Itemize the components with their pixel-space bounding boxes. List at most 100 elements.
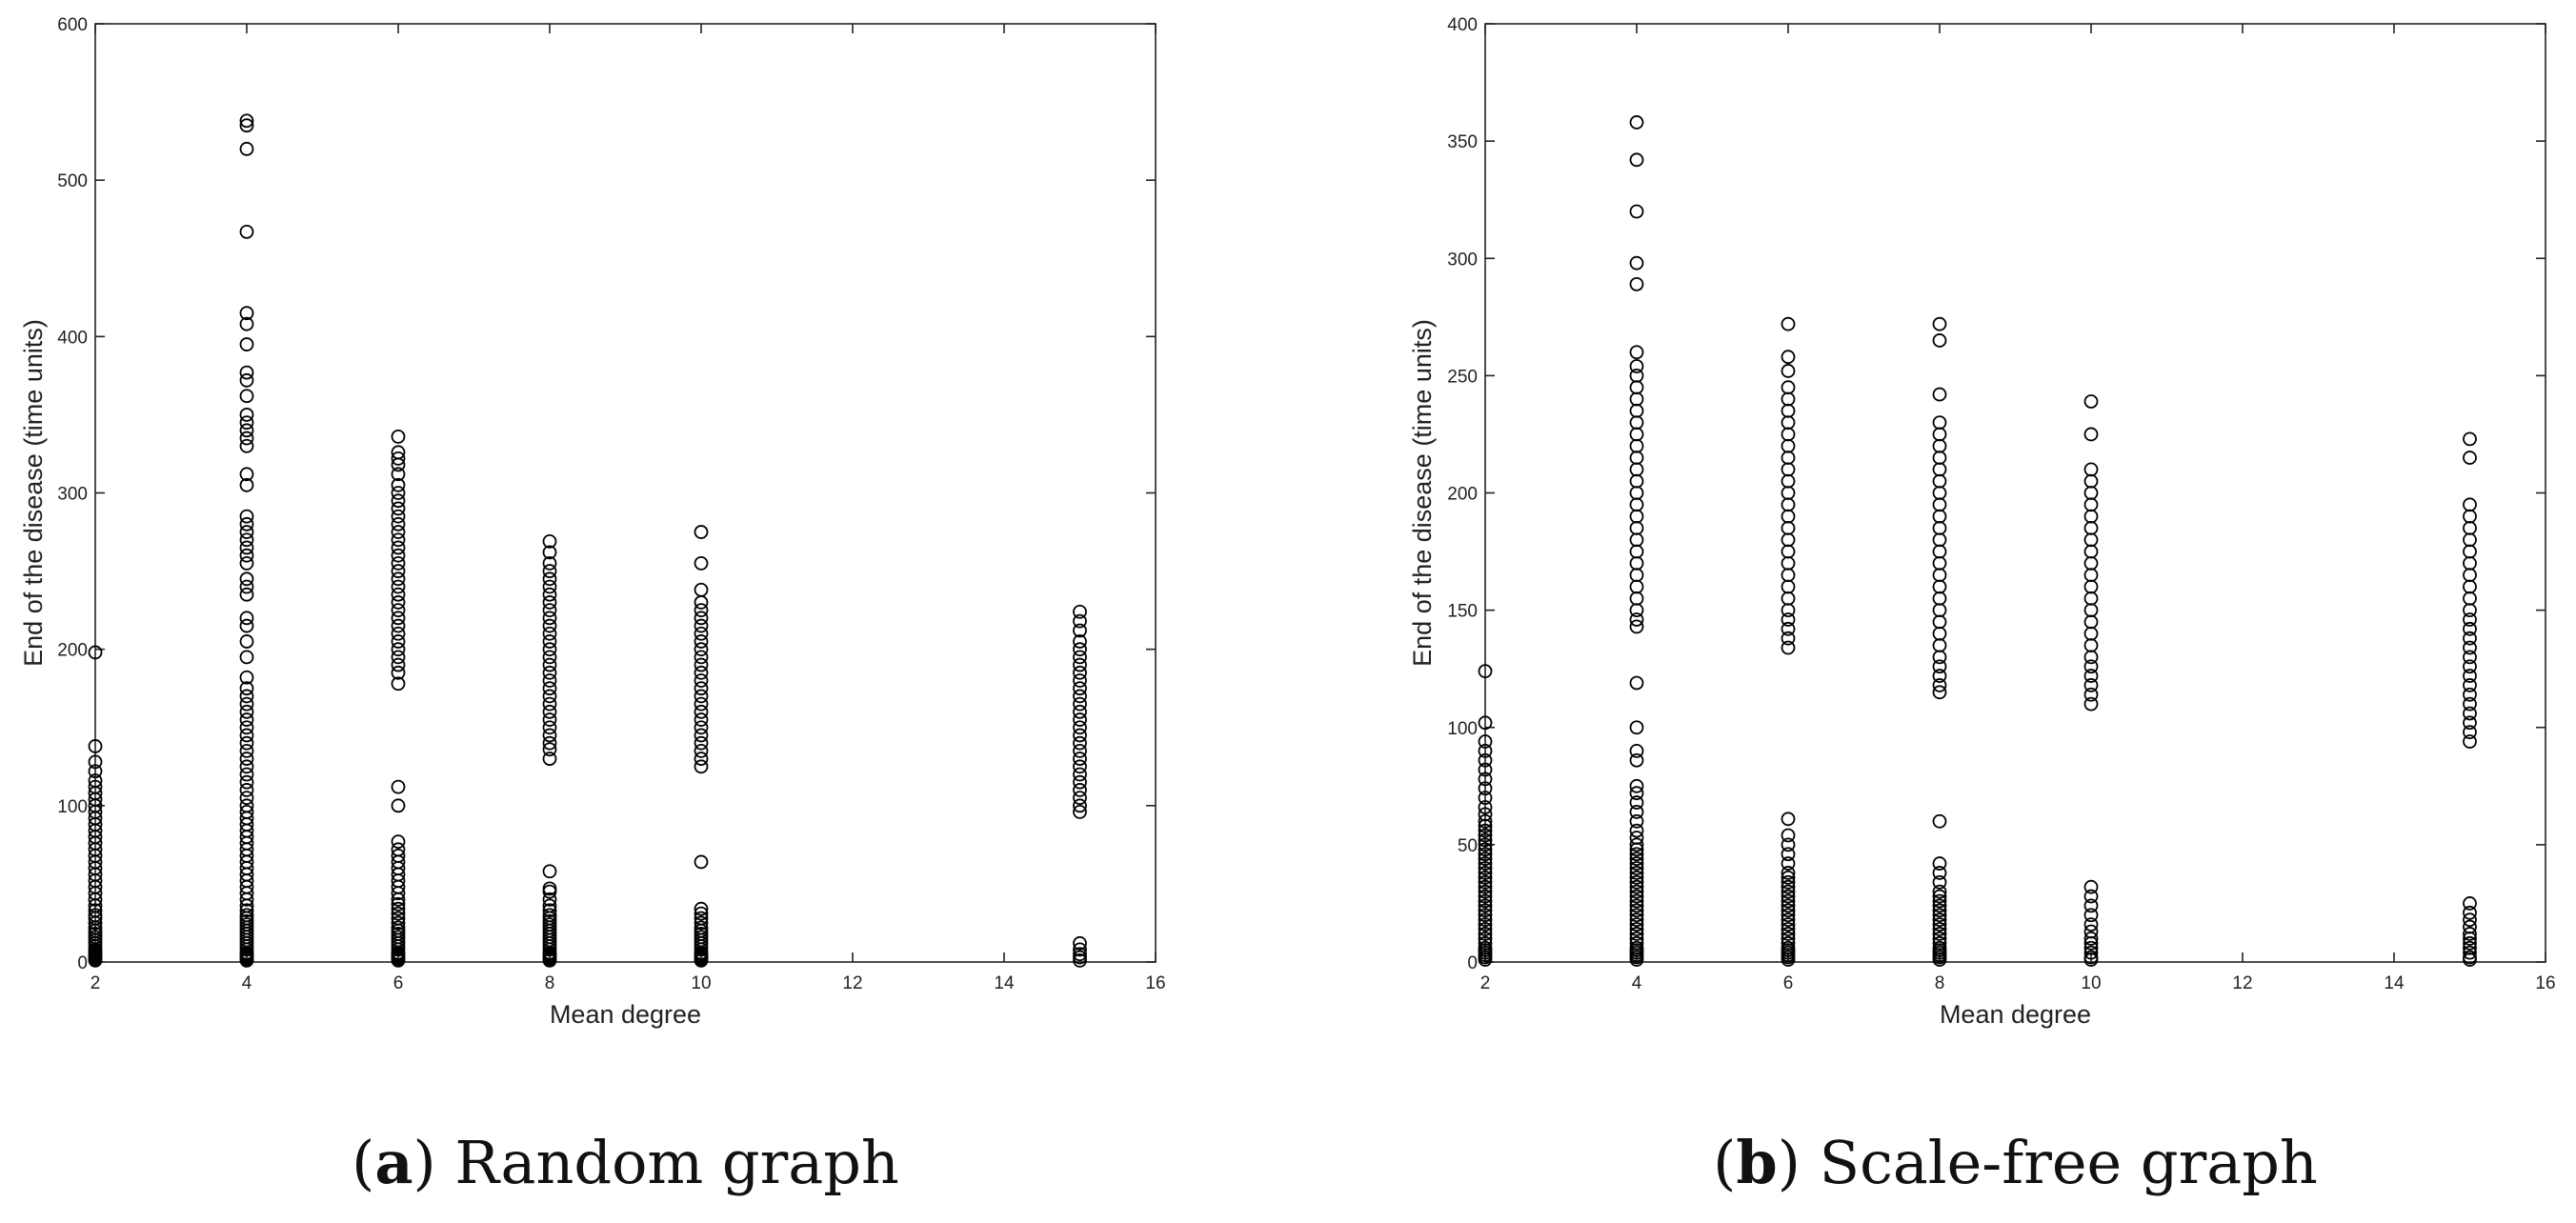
scatter-point [1629,255,1644,271]
scatter-point [88,739,103,753]
y-tick-label: 50 [1458,836,1478,856]
scatter-point [2463,497,2477,512]
scatter-point [391,493,406,509]
scatter-point [694,642,709,657]
scatter-point [542,864,557,879]
scatter-point [1629,908,1644,923]
scatter-point [1478,664,1493,679]
scatter-point [1478,807,1493,822]
scatter-point [2083,591,2099,606]
scatter-point [1073,805,1087,819]
scatter-point [1781,603,1796,618]
scatter-point [1478,940,1493,955]
scatter-point [2083,696,2099,712]
scatter-point [2463,905,2477,920]
scatter-point [391,571,406,587]
scatter-point [391,516,406,531]
scatter-point [1629,438,1644,453]
scatter-point [391,525,406,539]
scatter-point [542,704,557,719]
scatter-point [391,906,406,921]
scatter-point [1629,415,1644,431]
scatter-point [1932,669,1947,683]
y-tick-label: 400 [1447,15,1478,35]
scatter-point [542,681,557,696]
scatter-point [694,720,709,735]
scatter-point [1629,427,1644,442]
scatter-points-a [88,113,1087,968]
scatter-point [1932,917,1947,932]
scatter-point [2463,950,2477,965]
scatter-point [239,532,254,548]
scatter-point [239,681,254,696]
scatter-point [542,673,557,688]
scatter-point [1932,427,1947,442]
scatter-point [2083,394,2099,409]
scatter-point [1781,555,1796,571]
scatter-point [1932,415,1947,431]
x-axis-label-b: Mean degree [1940,1000,2091,1029]
scatter-point [542,735,557,751]
scatter-point [542,642,557,657]
scatter-point [1781,497,1796,512]
scatter-point [1629,451,1644,465]
scatter-point [542,579,557,594]
scatter-point [542,689,557,704]
scatter-point [1073,767,1087,782]
scatter-point [1478,856,1493,871]
scatter-point [1781,415,1796,431]
y-tick-label: 300 [57,485,88,505]
scatter-point [1478,842,1493,857]
scatter-point [1781,521,1796,535]
scatter-point [1478,893,1493,909]
scatter-point [2463,659,2477,674]
y-tick-label: 100 [1447,719,1478,739]
scatter-point [239,540,254,555]
scatter-point [1932,638,1947,652]
scatter-point [1932,912,1947,928]
scatter-point [239,759,254,774]
scatter-point [1478,743,1493,758]
scatter-point [239,224,254,239]
scatter-point [239,438,254,453]
x-tick-labels-b: 2 4 6 8 10 12 14 16 [1480,973,2556,993]
scatter-point [694,911,709,926]
scatter-point [239,728,254,743]
scatter-point [1629,912,1644,928]
scatter-point [1073,743,1087,758]
scatter-point [1478,772,1493,787]
scatter-point [1781,884,1796,899]
scatter-point [1781,640,1796,655]
scatter-point [1629,532,1644,548]
scatter-point [239,118,254,133]
scatter-point [2083,579,2099,594]
scatter-point [1932,626,1947,641]
scatter-point [542,892,557,907]
scatter-point [542,587,557,602]
scatter-point [2463,532,2477,548]
scatter-point [1073,623,1087,638]
scatter-point [1781,403,1796,418]
scatter-point [2463,621,2477,636]
scatter-point [1629,115,1644,130]
scatter-point [694,854,709,870]
scatter-point [88,645,103,660]
scatter-point [1073,720,1087,735]
scatter-point [2083,889,2099,904]
scatter-point [1478,752,1493,768]
scatter-point [1478,922,1493,936]
scatter-point [391,848,406,863]
scatter-point [1781,438,1796,453]
scatter-point [1478,861,1493,875]
scatter-point [2463,725,2477,740]
scatter-point [542,908,557,923]
scatter-point [391,634,406,649]
scatter-point [1629,786,1644,801]
scatter-point [1478,734,1493,749]
scatter-point [239,571,254,587]
y-tick-label: 500 [57,171,88,191]
scatter-point [1073,752,1087,766]
scatter-point [1781,903,1796,918]
scatter-point [239,798,254,813]
